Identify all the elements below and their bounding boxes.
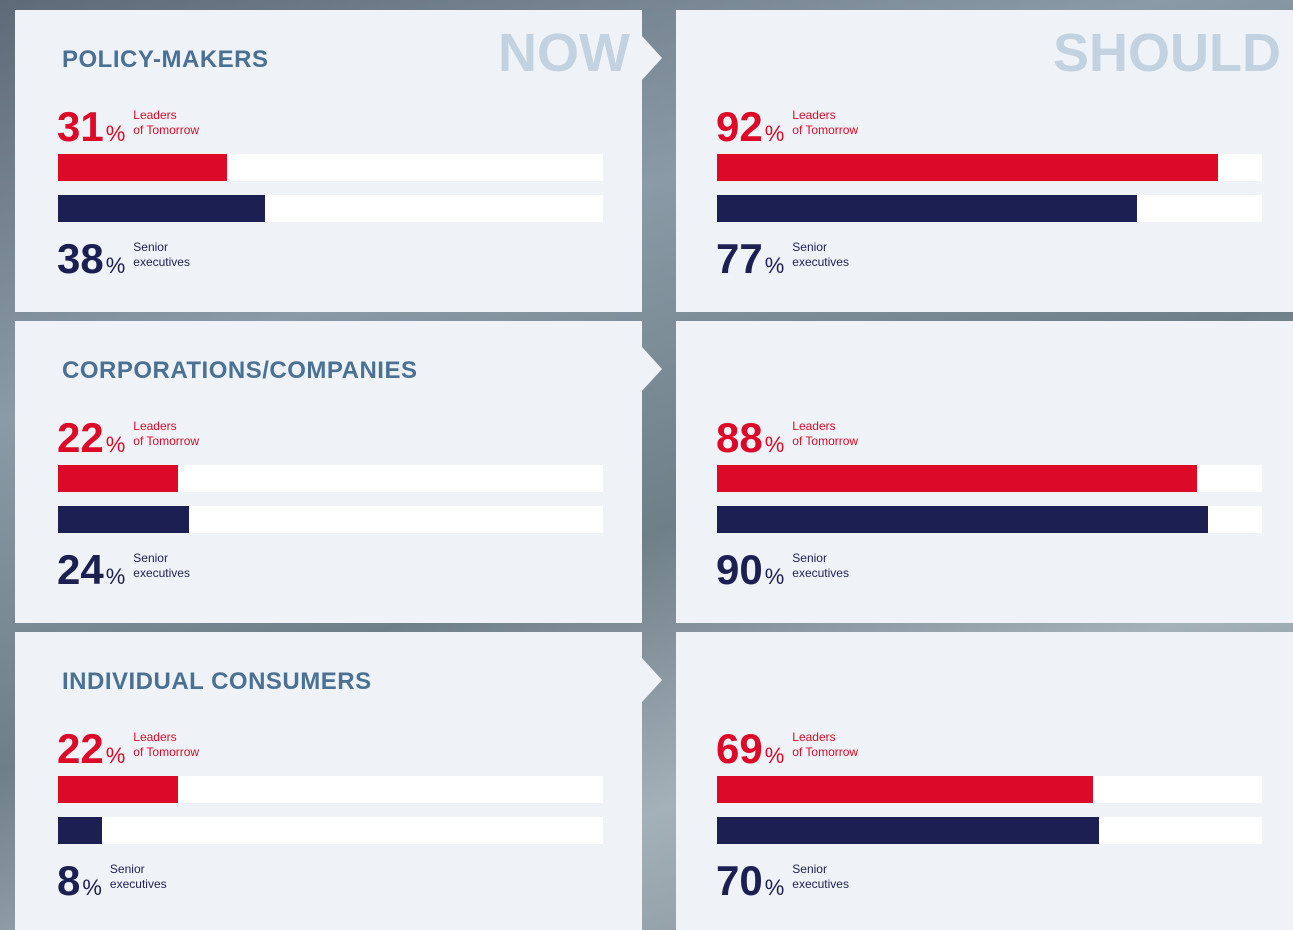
stat-unit: % — [105, 743, 126, 768]
stat-value: 38 — [57, 235, 104, 282]
series-name: Leaders of Tomorrow — [133, 108, 200, 137]
series-name: Leaders of Tomorrow — [133, 730, 200, 759]
series-name: Senior executives — [133, 240, 190, 269]
stat-value: 90 — [716, 546, 763, 593]
stat-unit: % — [764, 743, 785, 768]
stat-unit: % — [764, 432, 785, 457]
stat-unit: % — [764, 564, 785, 589]
bar-track — [58, 776, 603, 803]
series-name: Leaders of Tomorrow — [792, 730, 859, 759]
stat-label: 22% Leaders of Tomorrow — [57, 728, 199, 770]
stat-unit: % — [105, 564, 126, 589]
stat-value: 22 — [57, 414, 104, 461]
stat-label: 8% Senior executives — [57, 860, 167, 902]
bar — [717, 465, 1197, 492]
panel: 88% Leaders of Tomorrow 90% Senior executiv… — [676, 321, 1293, 623]
bar-track — [58, 195, 603, 222]
bar — [717, 776, 1094, 803]
stat-label: 90% Senior executives — [716, 549, 849, 591]
bar — [58, 465, 178, 492]
stat-label: 88% Leaders of Tomorrow — [716, 417, 858, 459]
stat-unit: % — [105, 432, 126, 457]
stat-unit: % — [764, 253, 785, 278]
bar-track — [58, 154, 603, 181]
stat-value: 70 — [716, 857, 763, 904]
stat-label: 70% Senior executives — [716, 860, 849, 902]
bar — [58, 195, 266, 222]
series-name: Leaders of Tomorrow — [792, 108, 859, 137]
bar — [58, 817, 102, 844]
stat-unit: % — [105, 253, 126, 278]
bar — [58, 776, 178, 803]
stat-value: 22 — [57, 725, 104, 772]
series-name: Senior executives — [792, 862, 849, 891]
stat-label: 92% Leaders of Tomorrow — [716, 106, 858, 148]
stat-unit: % — [764, 875, 785, 900]
bar — [58, 506, 189, 533]
bar — [58, 154, 227, 181]
bar — [717, 195, 1137, 222]
panel: CORPORATIONS/COMPANIES 22% Leaders of Tomo… — [15, 321, 642, 623]
panel-title: CORPORATIONS/COMPANIES — [62, 357, 418, 384]
stat-unit: % — [764, 121, 785, 146]
bar-track — [58, 465, 603, 492]
panel-title: POLICY-MAKERS — [62, 46, 269, 73]
bar — [717, 817, 1099, 844]
panel: SHOULD 92% Leaders of Tomorrow 77% Senior ex… — [676, 10, 1293, 312]
bar-track — [717, 776, 1262, 803]
panel: INDIVIDUAL CONSUMERS 22% Leaders of Tomorr… — [15, 632, 642, 930]
bar-track — [58, 506, 603, 533]
bar-track — [717, 817, 1262, 844]
stat-value: 31 — [57, 103, 104, 150]
panel: POLICY-MAKERS NOW 31% Leaders of Tomorrow 38… — [15, 10, 642, 312]
bar-track — [717, 154, 1262, 181]
panel: 69% Leaders of Tomorrow 70% Senior executiv… — [676, 632, 1293, 930]
stat-label: 38% Senior executives — [57, 238, 190, 280]
bar-track — [717, 465, 1262, 492]
column-label: NOW — [498, 23, 630, 83]
stat-unit: % — [105, 121, 126, 146]
stat-value: 8 — [57, 857, 81, 904]
stat-label: 69% Leaders of Tomorrow — [716, 728, 858, 770]
bar — [717, 154, 1219, 181]
series-name: Leaders of Tomorrow — [792, 419, 859, 448]
arrow — [642, 36, 662, 80]
bar-track — [717, 506, 1262, 533]
arrow — [642, 347, 662, 391]
stat-value: 77 — [716, 235, 763, 282]
stat-label: 24% Senior executives — [57, 549, 190, 591]
stat-value: 92 — [716, 103, 763, 150]
series-name: Senior executives — [792, 551, 849, 580]
series-name: Senior executives — [109, 862, 167, 891]
series-name: Leaders of Tomorrow — [133, 419, 200, 448]
column-label: SHOULD — [1053, 23, 1281, 83]
bar-track — [58, 817, 603, 844]
series-name: Senior executives — [133, 551, 190, 580]
stat-label: 31% Leaders of Tomorrow — [57, 106, 199, 148]
stat-value: 69 — [716, 725, 763, 772]
stat-value: 88 — [716, 414, 763, 461]
panel-title: INDIVIDUAL CONSUMERS — [62, 668, 372, 695]
stat-unit: % — [82, 875, 102, 900]
series-name: Senior executives — [792, 240, 849, 269]
arrow — [642, 658, 662, 702]
stat-value: 24 — [57, 546, 104, 593]
bar — [717, 506, 1208, 533]
stat-label: 22% Leaders of Tomorrow — [57, 417, 199, 459]
stat-label: 77% Senior executives — [716, 238, 849, 280]
bar-track — [717, 195, 1262, 222]
